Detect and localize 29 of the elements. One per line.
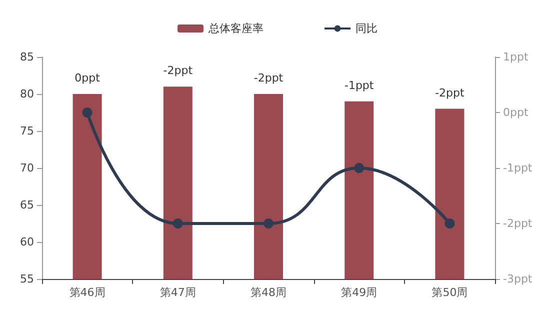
y2-tick-label: -3ppt — [503, 272, 533, 286]
annotation: -1ppt — [344, 78, 374, 92]
point — [82, 108, 92, 118]
x-tick-label: 第49周 — [341, 286, 378, 299]
y2-tick-label: -2ppt — [503, 217, 533, 230]
y2-tick-label: 0ppt — [503, 106, 529, 119]
y-tick-label: 70 — [20, 162, 34, 174]
legend-label: 总体客座率 — [208, 22, 264, 35]
legend-label: 同比 — [356, 22, 378, 35]
annotation: 0ppt — [74, 72, 101, 84]
x-tick-label: 第46周 — [69, 286, 106, 299]
y-tick-label: 85 — [20, 50, 34, 64]
point — [354, 163, 364, 173]
annotation: -2ppt — [435, 86, 466, 100]
y-tick-label: 65 — [20, 198, 34, 212]
y2-tick-label: 1ppt — [503, 50, 529, 64]
y-tick-label: 80 — [20, 88, 34, 100]
x-tick-label: 第48周 — [250, 286, 286, 299]
annotation: -2ppt — [254, 72, 284, 84]
y-tick-label: 75 — [20, 124, 34, 138]
y-tick-label: 55 — [20, 272, 34, 286]
y2-tick-label: -1ppt — [503, 162, 533, 174]
point — [264, 218, 274, 228]
annotation: -2ppt — [163, 64, 194, 78]
y-tick-label: 60 — [20, 236, 34, 248]
point — [172, 218, 183, 228]
x-tick-label: 第50周 — [432, 286, 468, 299]
x-tick-label: 第47周 — [160, 286, 196, 299]
point — [444, 218, 455, 228]
